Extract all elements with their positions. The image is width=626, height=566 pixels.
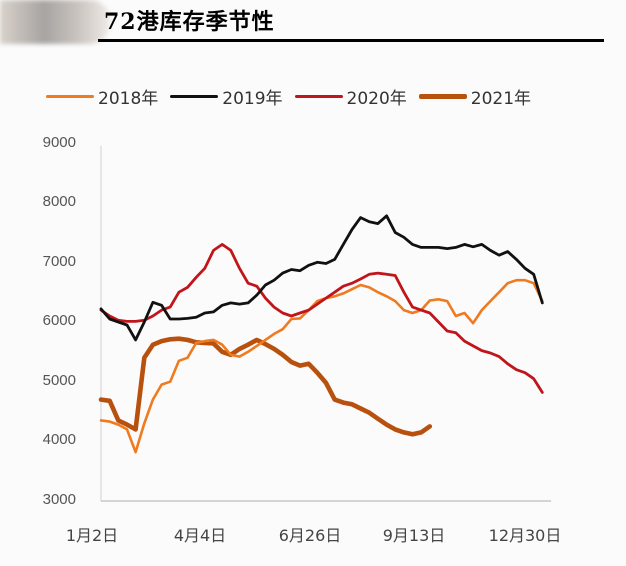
legend-swatch-2018 [46, 95, 94, 98]
legend-swatch-2019 [170, 95, 219, 98]
title-divider [98, 39, 604, 42]
legend-item-2020: 2020年 [294, 84, 407, 109]
legend-label-2019: 2019年 [222, 89, 283, 109]
x-tick-sep13: 9月13日 [382, 526, 446, 545]
x-tick-dec30: 12月30日 [488, 526, 562, 545]
legend-item-2021: 2021年 [418, 84, 532, 109]
legend-swatch-2021 [418, 94, 467, 99]
y-tick-6000: 6000 [42, 312, 76, 329]
series-line-2019 [99, 214, 544, 342]
legend-label-2018: 2018年 [98, 89, 159, 109]
y-tick-9000: 9000 [42, 134, 76, 151]
chart-legend: 2018年 2019年 2020年 2021年 [46, 84, 543, 109]
blurred-logo [0, 0, 110, 44]
x-tick-jun26: 6月26日 [278, 526, 342, 545]
series-line-2021 [98, 336, 433, 437]
series-line-2020 [99, 243, 544, 394]
x-tick-jan2: 1月2日 [65, 526, 119, 545]
series-layer [98, 214, 544, 454]
y-tick-3000: 3000 [42, 491, 76, 508]
y-tick-8000: 8000 [42, 193, 76, 210]
y-tick-4000: 4000 [42, 431, 76, 448]
legend-label-2020: 2020年 [346, 89, 407, 109]
chart-title: 72港库存季节性 [104, 9, 275, 35]
legend-item-2018: 2018年 [46, 84, 158, 109]
legend-swatch-2020 [294, 95, 343, 98]
legend-label-2021: 2021年 [470, 89, 532, 109]
x-tick-apr4: 4月4日 [173, 526, 227, 545]
series-line-2018 [99, 278, 544, 454]
legend-item-2019: 2019年 [170, 84, 283, 109]
y-tick-7000: 7000 [42, 253, 76, 270]
y-tick-5000: 5000 [42, 372, 76, 389]
